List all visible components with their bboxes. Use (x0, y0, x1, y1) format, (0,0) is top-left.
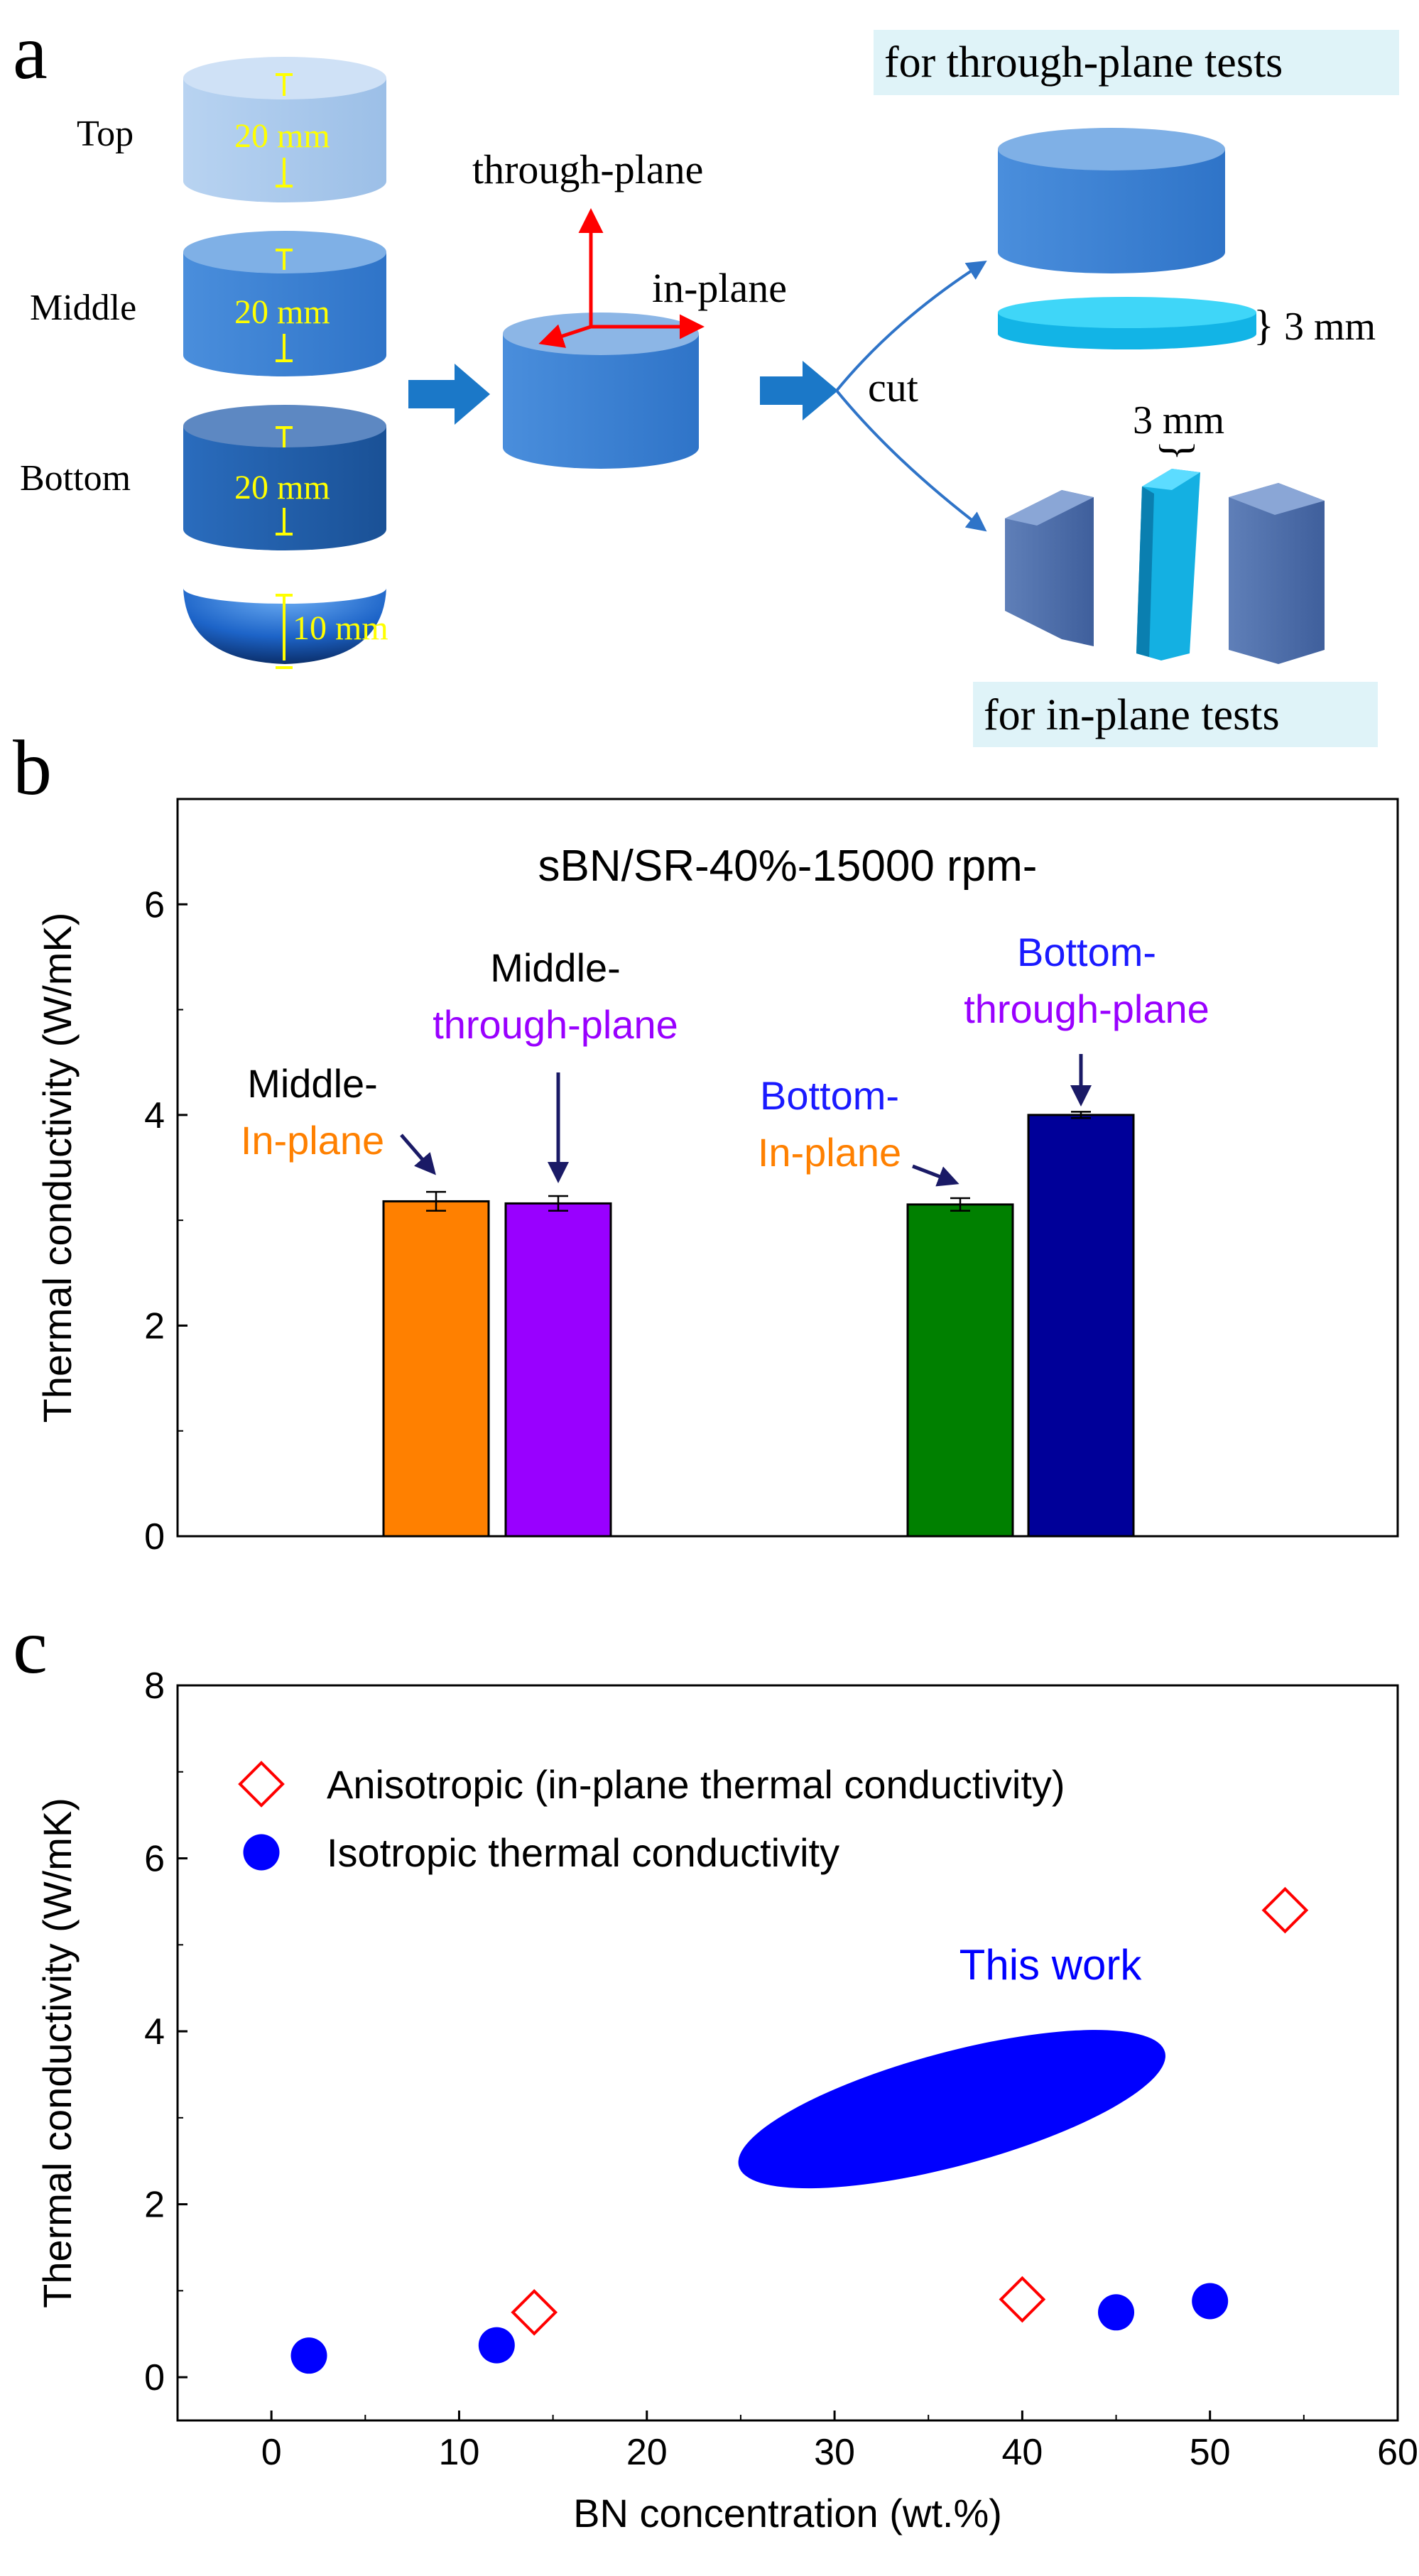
scatter-chart: 0 10 20 30 40 50 60 0 2 4 6 8 BN concentration (wt.%… (35, 1665, 1418, 2536)
data-point-isotropic (290, 2337, 327, 2374)
in-test-right-piece (1229, 483, 1325, 664)
block-arrow-1 (408, 364, 490, 425)
thickness-marker-middle (276, 249, 293, 362)
in-tests-label: for in-plane tests (984, 691, 1280, 739)
thickness-label-top: 20 mm (234, 117, 330, 155)
legend-label: Isotropic thermal conductivity (327, 1830, 839, 1875)
bar-annotation-bottom: through-plane (964, 987, 1209, 1031)
slice-thickness-through: 3 mm (1284, 305, 1376, 349)
x-tick-label: 10 (439, 2432, 480, 2473)
x-tick-label: 50 (1190, 2432, 1231, 2473)
bar-annotation-top: Middle- (247, 1061, 378, 1106)
x-tick-label: 0 (261, 2432, 282, 2473)
legend-marker (243, 1834, 280, 1871)
y-tick-label: 0 (144, 1516, 165, 1558)
bar-annotation-bottom: In-plane (758, 1130, 901, 1175)
bar-annotation-bottom: through-plane (433, 1002, 678, 1047)
annotation-arrow (912, 1164, 959, 1187)
in-test-slice (1136, 469, 1200, 661)
panel-a-label: a (13, 9, 48, 95)
legend-marker (238, 1761, 285, 1808)
axis-label-in-plane: in-plane (652, 265, 787, 311)
data-point-isotropic (1192, 2283, 1229, 2320)
through-test-block (998, 128, 1225, 273)
thickness-label-bottom: 20 mm (234, 469, 330, 506)
x-tick-label: 60 (1377, 2432, 1418, 2473)
plot-frame (176, 1684, 1399, 2422)
y-tick-label: 8 (144, 1665, 165, 1707)
panel-b-label: b (13, 724, 52, 811)
layer-label-bottom: Bottom (20, 458, 131, 499)
chart-title: sBN/SR-40%-15000 rpm- (538, 842, 1038, 891)
y-tick-label: 6 (144, 884, 165, 925)
bar-chart: 0 2 4 6 Thermal conductivity (W/mK) sBN/SR-40… (35, 798, 1399, 1558)
slice-thickness-in: 3 mm (1133, 398, 1224, 442)
thickness-marker-top (276, 73, 293, 188)
thickness-marker-bowl (276, 594, 293, 669)
slice-brace-in: } (1156, 440, 1202, 461)
bar-annotation-top: Middle- (490, 945, 621, 990)
bar (1027, 1114, 1135, 1538)
this-work-label: This work (959, 1941, 1143, 1989)
cylinder-sample (503, 313, 699, 469)
bar (504, 1202, 612, 1538)
x-tick-label: 20 (626, 2432, 668, 2473)
through-tests-label: for through-plane tests (884, 38, 1283, 87)
x-axis-label: BN concentration (wt.%) (573, 2491, 1002, 2536)
data-point-anisotropic (511, 2288, 558, 2336)
split-arrows (835, 260, 987, 532)
this-work-region (738, 2030, 1165, 2189)
data-point-anisotropic (999, 2276, 1046, 2323)
y-tick-label: 6 (144, 1839, 165, 1880)
in-tests-highlight (973, 682, 1378, 747)
slice-brace-through: } (1254, 302, 1274, 349)
bar-annotation-top: Bottom- (1017, 930, 1156, 974)
layer-label-top: Top (77, 114, 134, 154)
thickness-marker-bottom (276, 426, 293, 536)
bar (906, 1203, 1014, 1538)
y-tick-label: 2 (144, 1305, 165, 1347)
annotation-arrow (400, 1134, 436, 1175)
plot-frame (176, 798, 1399, 1538)
cut-label: cut (868, 364, 918, 411)
y-tick-label: 4 (144, 2011, 165, 2053)
in-test-left-piece (1005, 490, 1094, 646)
through-test-disc (998, 297, 1256, 349)
y-axis-label: Thermal conductivity (W/mK) (35, 1798, 80, 2308)
y-tick-label: 0 (144, 2357, 165, 2398)
y-axis-label: Thermal conductivity (W/mK) (35, 913, 80, 1423)
y-tick-label: 4 (144, 1095, 165, 1136)
x-tick-label: 30 (814, 2432, 855, 2473)
bar-annotation-top: Bottom- (760, 1073, 899, 1118)
data-point-isotropic (478, 2327, 515, 2364)
bar-annotation-bottom: In-plane (241, 1118, 384, 1163)
legend-label: Anisotropic (in-plane thermal conductivi… (327, 1762, 1065, 1807)
data-point-anisotropic (1261, 1886, 1309, 1934)
bar (382, 1200, 490, 1538)
layer-label-middle: Middle (30, 288, 136, 328)
thickness-label-middle: 20 mm (234, 293, 330, 331)
axis-label-through-plane: through-plane (472, 146, 703, 192)
block-arrow-2 (760, 361, 838, 420)
panel-c-label: c (13, 1603, 48, 1690)
y-tick-label: 2 (144, 2185, 165, 2226)
through-tests-highlight (874, 30, 1399, 95)
data-point-isotropic (1098, 2294, 1135, 2331)
x-tick-label: 40 (1001, 2432, 1043, 2473)
axis-arrows (538, 208, 705, 348)
thickness-label-bowl: 10 mm (293, 609, 388, 647)
